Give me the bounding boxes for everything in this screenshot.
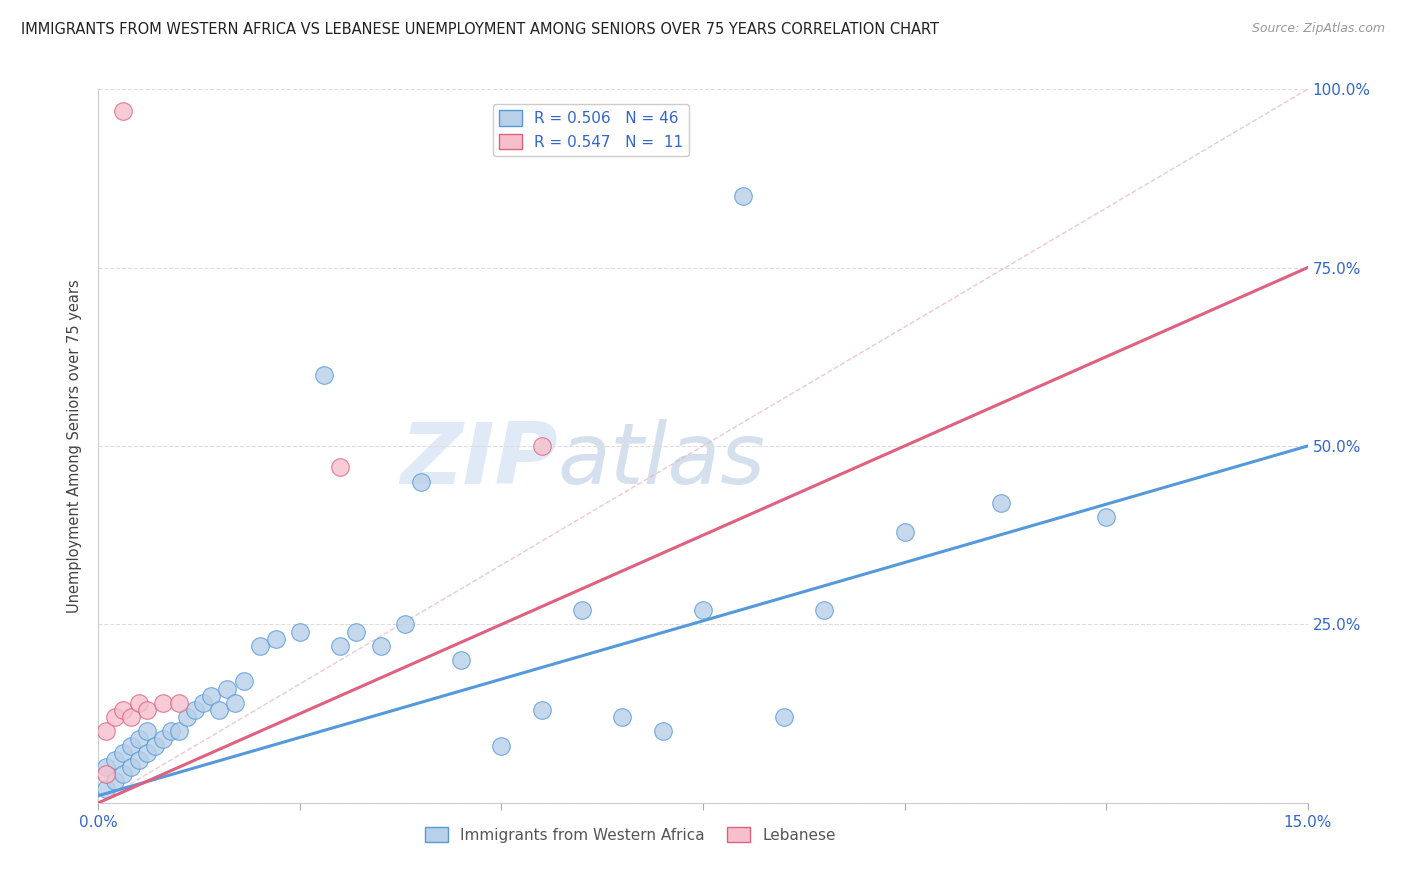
Point <box>128 731 150 746</box>
Point <box>530 703 553 717</box>
Point <box>491 739 513 753</box>
Point <box>135 703 157 717</box>
Legend: Immigrants from Western Africa, Lebanese: Immigrants from Western Africa, Lebanese <box>419 821 842 848</box>
Y-axis label: Unemployment Among Seniors over 75 years: Unemployment Among Seniors over 75 years <box>67 279 83 613</box>
Point <box>120 739 142 753</box>
Text: atlas: atlas <box>558 418 766 502</box>
Text: IMMIGRANTS FROM WESTERN AFRICA VS LEBANESE UNEMPLOYMENT AMONG SENIORS OVER 75 YE: IMMIGRANTS FROM WESTERN AFRICA VS LEBANE… <box>21 22 939 37</box>
Point <box>344 624 367 639</box>
Point <box>111 746 134 760</box>
Point <box>249 639 271 653</box>
Point <box>217 681 239 696</box>
Point <box>167 696 190 710</box>
Point <box>120 710 142 724</box>
Point <box>208 703 231 717</box>
Point <box>96 760 118 774</box>
Point <box>135 746 157 760</box>
Point <box>450 653 472 667</box>
Point <box>143 739 166 753</box>
Point <box>111 703 134 717</box>
Point <box>152 731 174 746</box>
Point <box>128 753 150 767</box>
Point <box>135 724 157 739</box>
Point <box>264 632 287 646</box>
Point <box>120 760 142 774</box>
Point <box>160 724 183 739</box>
Point <box>370 639 392 653</box>
Point <box>314 368 336 382</box>
Point <box>990 496 1012 510</box>
Point <box>651 724 673 739</box>
Point <box>184 703 207 717</box>
Point <box>1095 510 1118 524</box>
Point <box>772 710 794 724</box>
Point <box>409 475 432 489</box>
Point <box>103 710 125 724</box>
Point <box>96 767 118 781</box>
Point <box>96 781 118 796</box>
Point <box>571 603 593 617</box>
Point <box>103 753 125 767</box>
Point <box>96 724 118 739</box>
Point <box>111 103 134 118</box>
Point <box>152 696 174 710</box>
Point <box>692 603 714 617</box>
Point <box>232 674 254 689</box>
Point <box>167 724 190 739</box>
Point <box>329 460 352 475</box>
Point <box>111 767 134 781</box>
Point <box>128 696 150 710</box>
Point <box>224 696 246 710</box>
Point <box>176 710 198 724</box>
Point <box>813 603 835 617</box>
Text: ZIP: ZIP <box>401 418 558 502</box>
Text: Source: ZipAtlas.com: Source: ZipAtlas.com <box>1251 22 1385 36</box>
Point <box>612 710 634 724</box>
Point <box>733 189 755 203</box>
Point <box>193 696 215 710</box>
Point <box>288 624 311 639</box>
Point <box>394 617 416 632</box>
Point <box>103 774 125 789</box>
Point <box>329 639 352 653</box>
Point <box>530 439 553 453</box>
Point <box>893 524 915 539</box>
Point <box>200 689 222 703</box>
